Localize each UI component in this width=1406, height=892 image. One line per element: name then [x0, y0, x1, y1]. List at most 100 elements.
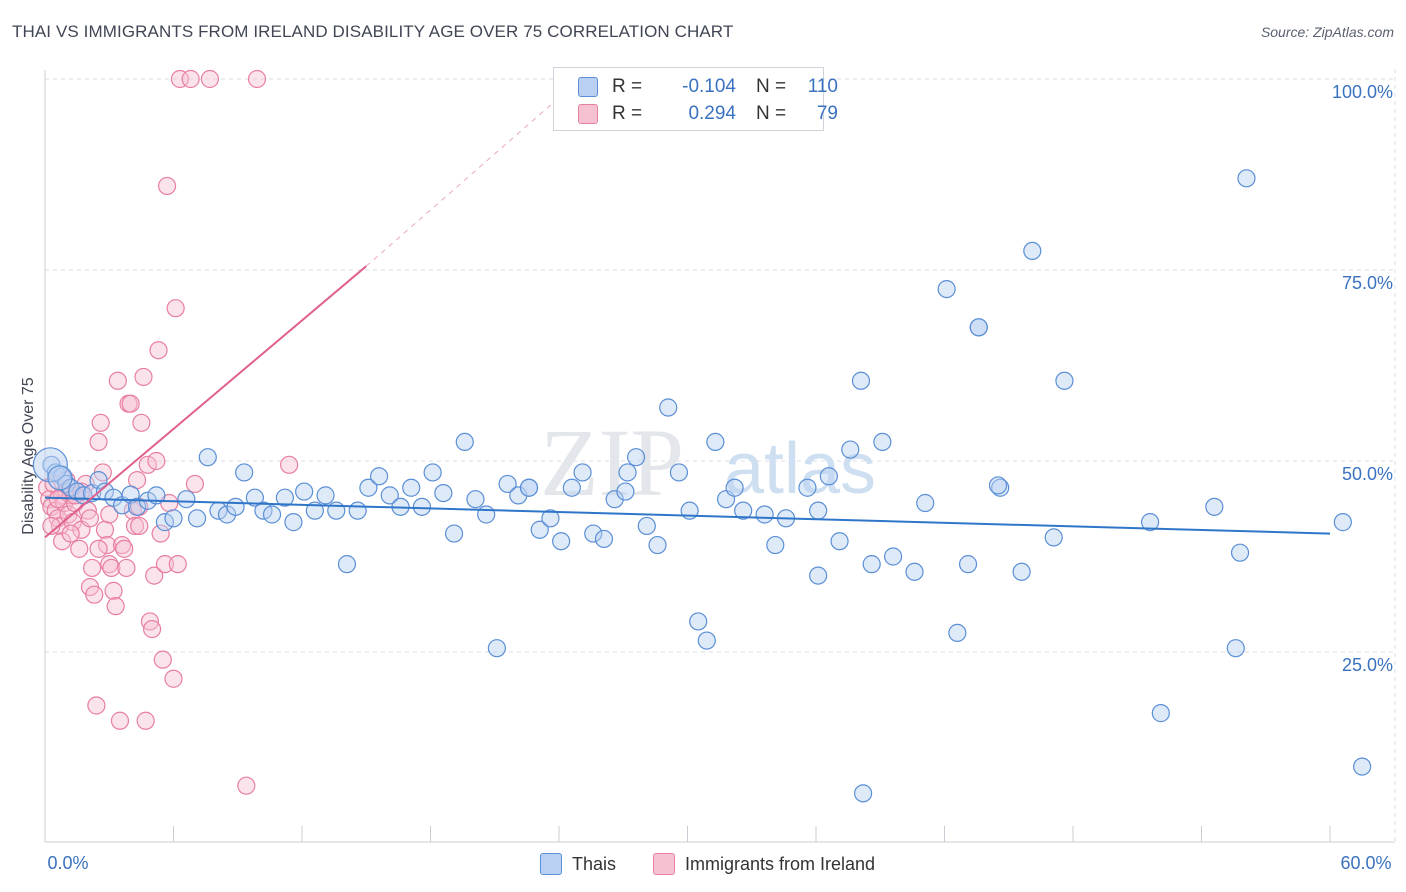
point-thais	[725, 478, 744, 497]
point-thais	[466, 490, 485, 509]
point-thais	[1230, 543, 1250, 562]
legend-r-value-ireland: 0.294	[688, 103, 736, 124]
point-thais	[648, 535, 667, 555]
point-thais	[552, 532, 571, 551]
point-thais	[477, 505, 496, 524]
point-ireland	[168, 555, 187, 574]
legend-n-label: N =	[756, 103, 787, 124]
bottom-legend-label-thais: Thais	[572, 853, 617, 874]
point-ireland	[100, 505, 119, 524]
point-thais	[127, 497, 147, 516]
point-thais	[155, 513, 175, 532]
point-ireland	[91, 413, 110, 432]
point-ireland	[181, 69, 200, 89]
point-thais	[498, 474, 517, 494]
point-thais	[1151, 704, 1170, 723]
point-thais	[809, 566, 828, 585]
point-thais	[905, 562, 924, 581]
bottom-legend-swatch-ireland	[653, 853, 675, 875]
point-ireland	[70, 539, 89, 558]
point-ireland	[85, 585, 104, 604]
legend-r-label: R =	[612, 76, 643, 97]
y-tick-label: 100.0%	[1332, 82, 1393, 102]
point-thais	[1353, 757, 1372, 776]
point-thais	[697, 631, 716, 650]
point-thais	[177, 490, 196, 509]
point-ireland	[102, 558, 121, 578]
y-tick-label: 75.0%	[1342, 273, 1393, 293]
point-thais	[862, 555, 881, 574]
point-thais	[226, 497, 245, 516]
point-thais	[455, 432, 474, 451]
point-thais	[766, 535, 785, 555]
point-thais-cluster	[47, 465, 73, 491]
point-thais	[883, 547, 903, 566]
point-ireland	[166, 299, 185, 318]
watermark-atlas: atlas	[724, 429, 876, 509]
point-thais	[337, 555, 357, 574]
point-thais	[348, 501, 367, 520]
point-thais	[370, 467, 389, 486]
point-thais	[916, 493, 935, 513]
point-thais	[519, 478, 539, 497]
point-ireland	[130, 516, 149, 536]
point-thais	[706, 432, 725, 451]
y-tick-label: 50.0%	[1342, 464, 1393, 484]
point-thais	[755, 505, 774, 524]
point-ireland	[142, 619, 162, 639]
watermark: ZIP atlas	[540, 409, 876, 516]
watermark-zip: ZIP	[540, 409, 684, 516]
point-ireland	[138, 455, 157, 474]
point-ireland	[121, 394, 140, 413]
point-thais	[616, 482, 635, 501]
point-thais	[958, 555, 978, 574]
point-thais	[254, 501, 273, 520]
point-thais	[295, 482, 314, 501]
point-thais	[948, 623, 967, 643]
point-ireland	[153, 650, 172, 669]
point-ireland	[136, 711, 155, 730]
trend-line-ireland-extension	[365, 78, 581, 267]
point-thais	[809, 501, 828, 520]
point-ireland	[106, 597, 125, 616]
bottom-legend-ireland: Immigrants from Ireland	[653, 851, 875, 877]
point-ireland	[157, 176, 177, 196]
point-ireland	[134, 367, 153, 387]
point-thais	[1044, 528, 1063, 547]
x-tick-label-min: 0.0%	[47, 853, 88, 873]
legend-row-thais: R = -0.104 N = 110	[578, 75, 838, 99]
point-ireland	[155, 555, 175, 574]
point-thais	[637, 516, 656, 536]
point-ireland	[89, 432, 108, 451]
point-thais	[412, 497, 432, 516]
point-thais	[1226, 639, 1245, 658]
axes	[44, 70, 1395, 843]
bottom-legend-label-ireland: Immigrants from Ireland	[685, 853, 876, 874]
point-thais	[164, 509, 183, 528]
point-thais	[798, 478, 817, 497]
bottom-legend-swatch-thais	[540, 853, 562, 875]
point-thais	[1012, 562, 1031, 581]
point-thais	[245, 488, 264, 507]
point-thais	[1333, 513, 1352, 532]
point-thais	[584, 524, 603, 543]
source-label: Source: ZipAtlas.com	[1260, 24, 1394, 40]
point-thais	[873, 432, 892, 451]
point-thais	[819, 467, 838, 486]
point-thais	[187, 509, 207, 528]
point-thais	[89, 471, 108, 490]
point-thais	[434, 483, 453, 503]
y-tick-label: 25.0%	[1342, 655, 1393, 675]
point-ireland	[200, 69, 220, 89]
point-thais	[988, 476, 1008, 495]
point-thais	[689, 612, 708, 631]
point-thais	[198, 448, 217, 467]
tick-labels: 25.0% 50.0% 75.0% 100.0% 0.0% 60.0%	[47, 82, 1393, 873]
point-thais	[854, 784, 873, 803]
point-thais	[235, 463, 254, 482]
point-ireland	[108, 371, 127, 390]
point-thais	[851, 371, 871, 390]
point-ireland	[115, 539, 134, 558]
point-ireland	[132, 413, 151, 432]
